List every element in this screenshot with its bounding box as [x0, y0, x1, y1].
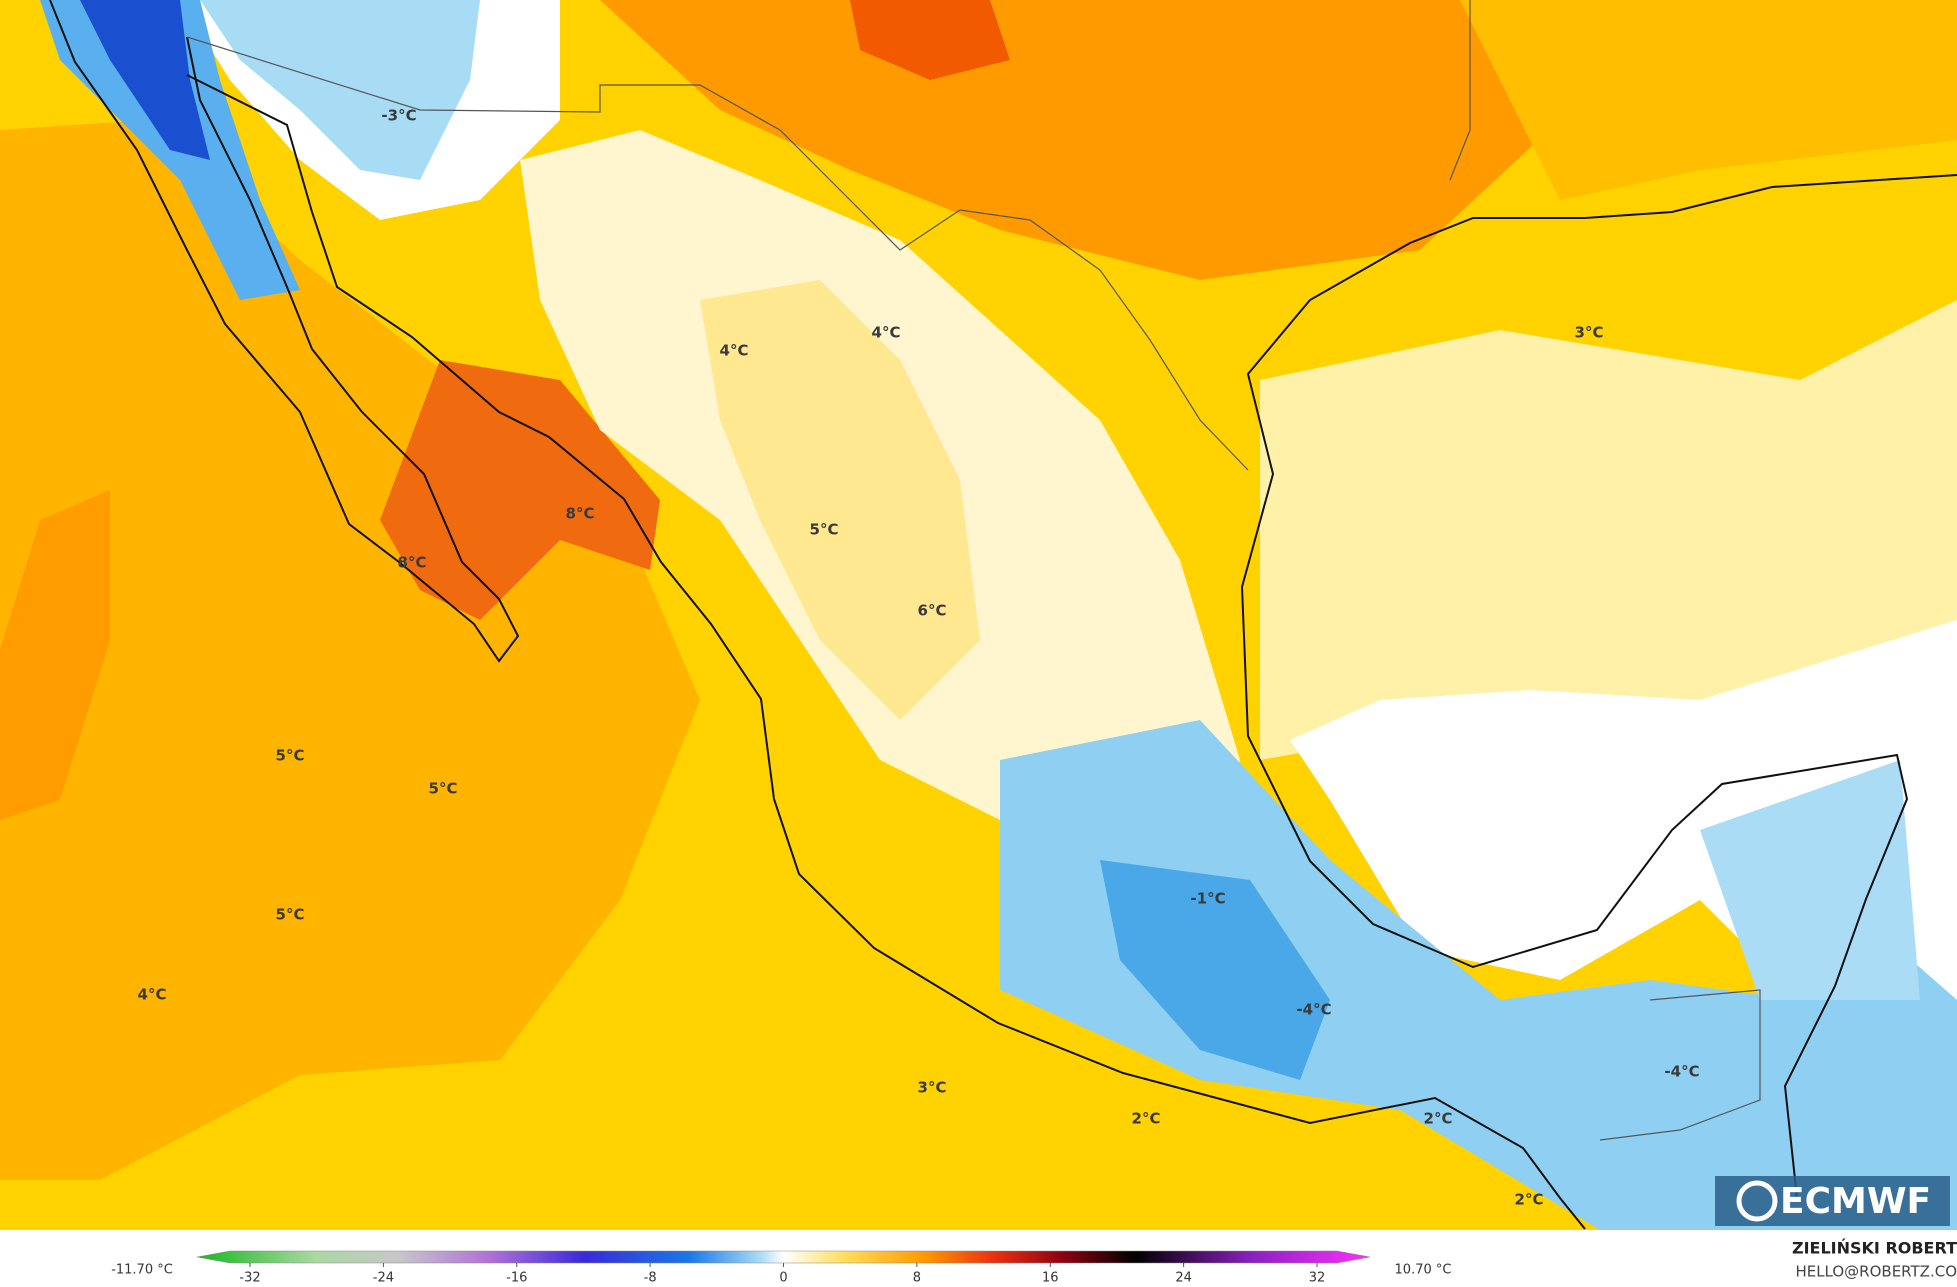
colorbar-tick-label: 32: [1309, 1271, 1326, 1286]
temperature-label: -4°C: [1664, 1063, 1699, 1081]
temperature-label: 5°C: [276, 906, 305, 924]
colorbar-tick-label: 8: [913, 1271, 921, 1286]
colorbar-tick-label: -16: [506, 1271, 527, 1286]
colorbar-tick-label: -32: [239, 1271, 260, 1286]
author: ZIELIŃSKI ROBERT: [1792, 1239, 1957, 1258]
temperature-label: 3°C: [1575, 324, 1604, 342]
temperature-label: 2°C: [1515, 1191, 1544, 1209]
labels: -3°C 4°C 4°C 3°C 8°C 8°C 5°C 6°C 5°C 5°C 5°C 4°C -1°…: [138, 107, 1700, 1209]
temperature-label: 6°C: [918, 602, 947, 620]
temperature-label: 8°C: [566, 505, 595, 523]
temperature-label: 2°C: [1132, 1110, 1161, 1128]
temperature-label: -4°C: [1296, 1001, 1331, 1019]
email: HELLO@ROBERTZ.CO: [1795, 1263, 1957, 1281]
temperature-label: 3°C: [918, 1079, 947, 1097]
logo-icon: [1736, 1180, 1778, 1222]
temperature-label: 2°C: [1424, 1110, 1453, 1128]
colorbar-tick-label: -24: [373, 1271, 394, 1286]
colorbar-tick-label: 0: [779, 1271, 787, 1286]
colorbar: [196, 1250, 1371, 1264]
colorbar-tick-label: 24: [1175, 1271, 1192, 1286]
coastlines: [49, 0, 1957, 1230]
colorbar-tick-label: 16: [1042, 1271, 1059, 1286]
borders: [186, 0, 1761, 1141]
temperature-label: 5°C: [810, 521, 839, 539]
temperature-label: 5°C: [429, 780, 458, 798]
temperature-label: 8°C: [398, 554, 427, 572]
temperature-label: -3°C: [381, 107, 416, 125]
temperature-label: 4°C: [720, 342, 749, 360]
temperature-label: -1°C: [1190, 890, 1225, 908]
map-field: [0, 0, 1957, 1230]
temperature-label: 4°C: [872, 324, 901, 342]
temperature-label: 4°C: [138, 986, 167, 1004]
colorbar-min: -11.70 °C: [111, 1263, 173, 1278]
temperature-label: 5°C: [276, 747, 305, 765]
colorbar-max: 10.70 °C: [1395, 1263, 1452, 1278]
colorbar-tick-label: -8: [644, 1271, 657, 1286]
logo: ECMWF: [1780, 1181, 1931, 1222]
